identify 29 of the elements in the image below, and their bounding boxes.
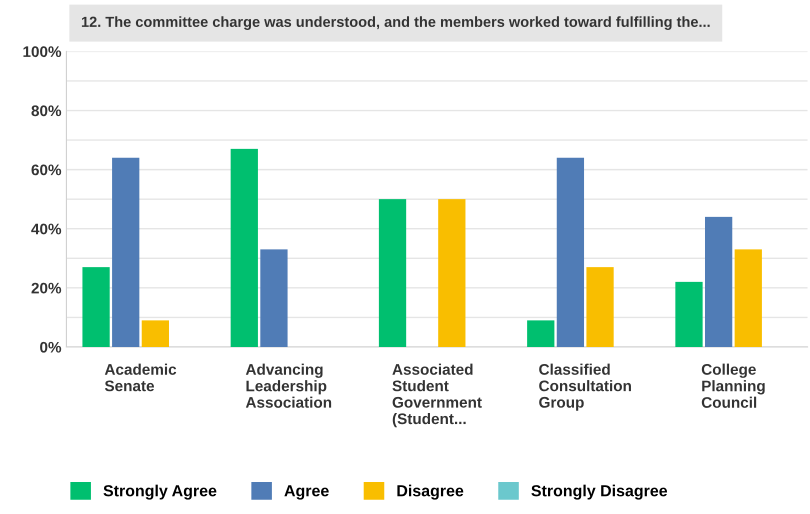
x-tick-label: Advancing Leadership Association bbox=[246, 364, 332, 408]
bar bbox=[230, 148, 258, 347]
bar bbox=[527, 320, 554, 347]
y-tick-label: 100% bbox=[23, 46, 62, 58]
x-tick-label: Associated Student Government (Student... bbox=[392, 364, 482, 428]
bar bbox=[112, 158, 140, 347]
bar bbox=[378, 199, 406, 347]
x-tick-label: College Planning Council bbox=[702, 364, 765, 408]
y-tick-label: 40% bbox=[31, 224, 62, 234]
x-tick-label: Classified Consultation Group bbox=[539, 364, 631, 411]
bar bbox=[260, 249, 288, 347]
legend-label: Strongly Disagree bbox=[531, 484, 668, 500]
bar bbox=[586, 267, 614, 347]
bar bbox=[438, 199, 466, 347]
legend-label: Disagree bbox=[397, 484, 464, 500]
bar bbox=[142, 320, 169, 347]
bar bbox=[675, 282, 703, 347]
bar bbox=[704, 216, 732, 347]
bar bbox=[734, 249, 762, 347]
legend-label: Agree bbox=[284, 485, 329, 500]
y-tick-label: 80% bbox=[31, 105, 62, 116]
y-tick-label: 60% bbox=[32, 164, 62, 176]
y-tick-label: 20% bbox=[32, 282, 62, 294]
chart-title: 12. The committee charge was understood, and the members worked toward fulfilling the... bbox=[82, 16, 710, 30]
legend-label: Strongly Agree bbox=[103, 484, 216, 500]
y-tick-label: 0% bbox=[40, 342, 62, 353]
bar bbox=[82, 267, 110, 347]
x-tick-label: Academic Senate bbox=[104, 364, 176, 392]
bar bbox=[556, 158, 584, 347]
